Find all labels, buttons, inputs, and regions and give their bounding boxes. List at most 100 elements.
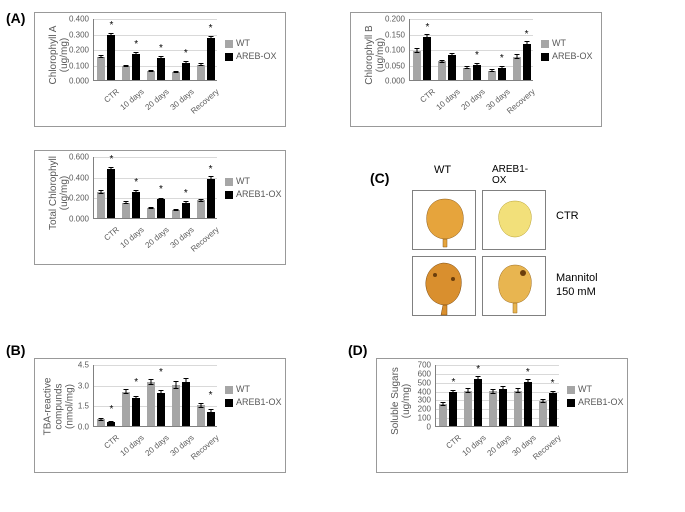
y-tick-label: 0.150 [375, 30, 405, 39]
significance-star: * [184, 48, 188, 59]
plot-area: **** [93, 365, 217, 427]
significance-star: * [425, 22, 429, 33]
y-tick-label: 0 [401, 423, 431, 432]
y-tick-label: 0.100 [59, 61, 89, 70]
bar-wt [172, 72, 180, 80]
bar-ox [157, 199, 165, 218]
y-tick-label: 0.200 [59, 194, 89, 203]
bar-wt [97, 57, 105, 80]
bar-ox [132, 192, 140, 218]
bar-ox [448, 55, 456, 80]
y-tick-label: 500 [401, 378, 431, 387]
plot-area: * * * * * [93, 157, 217, 219]
y-tick-label: 4.5 [59, 361, 89, 370]
bar-ox [182, 63, 190, 80]
grid-line [94, 386, 217, 387]
leaf-icon [413, 191, 477, 251]
col-label-ox: AREB1- OX [492, 164, 528, 186]
legend-row-wt: WT [567, 384, 624, 394]
bar-wt [438, 61, 446, 80]
grid-line [94, 365, 217, 366]
bar-wt [513, 57, 521, 80]
legend-row-wt: WT [225, 176, 282, 186]
significance-star: * [134, 377, 138, 388]
grid-line [410, 19, 533, 20]
bar-wt [172, 385, 180, 426]
bar-wt [147, 71, 155, 80]
bar-ox [107, 35, 115, 80]
significance-star: * [184, 188, 188, 199]
bar-ox [524, 382, 532, 426]
y-tick-label: 100 [401, 414, 431, 423]
bar-ox [523, 44, 531, 80]
bar-ox [498, 68, 506, 80]
bar-wt [122, 203, 130, 219]
chart-legend: WT AREB1-OX [567, 384, 624, 410]
bar-wt [122, 392, 130, 426]
bar-wt [172, 210, 180, 218]
col-label-wt: WT [434, 164, 451, 176]
significance-star: * [451, 377, 455, 388]
bar-ox [182, 382, 190, 426]
legend-row-ox: AREB1-OX [567, 397, 624, 407]
bar-wt [122, 66, 130, 80]
chart-legend: WTAREB1-OX [225, 384, 282, 410]
row-label-ctr: CTR [556, 210, 579, 222]
y-tick-label: 0.000 [375, 77, 405, 86]
legend-row-wt: WT [541, 38, 593, 48]
significance-star: * [526, 367, 530, 378]
chart-chlorophyll-a: *****Chlorophyll A (ug/mg)0.0000.1000.20… [34, 12, 286, 127]
y-tick-label: 1.5 [59, 402, 89, 411]
chart-tba: ****TBA-reactive compunds (nmol/mg)0.01.… [34, 358, 286, 473]
plot-area: **** [409, 19, 533, 81]
legend-row-ox: AREB-OX [541, 51, 593, 61]
bar-ox [207, 179, 215, 218]
significance-star: * [134, 177, 138, 188]
bar-wt [439, 404, 447, 426]
bar-wt [463, 68, 471, 80]
bar-ox [107, 169, 115, 218]
chart-legend: WTAREB-OX [225, 38, 277, 64]
significance-star: * [476, 364, 480, 375]
legend-row-ox: AREB1-OX [225, 397, 282, 407]
y-tick-label: 200 [401, 405, 431, 414]
bar-ox [132, 54, 140, 80]
y-tick-label: 700 [401, 361, 431, 370]
bar-wt [413, 51, 421, 80]
significance-star: * [159, 43, 163, 54]
panel-label-d: (D) [348, 342, 367, 358]
leaf-icon [413, 257, 477, 317]
bar-ox [157, 393, 165, 426]
bar-ox [182, 203, 190, 219]
significance-star: * [159, 367, 163, 378]
leaf-icon [483, 257, 547, 317]
y-tick-label: 0.200 [59, 46, 89, 55]
bar-ox [474, 379, 482, 426]
bar-wt [197, 405, 205, 426]
legend-row-ox: AREB1-OX [225, 189, 282, 199]
y-tick-label: 0.200 [375, 15, 405, 24]
y-tick-label: 0.100 [375, 46, 405, 55]
bar-ox [549, 393, 557, 426]
bar-wt [539, 401, 547, 426]
significance-star: * [109, 20, 113, 31]
bar-wt [514, 391, 522, 426]
chart-legend: WT AREB1-OX [225, 176, 282, 202]
y-tick-label: 0.600 [59, 153, 89, 162]
bar-ox [107, 422, 115, 426]
y-tick-label: 0.400 [59, 173, 89, 182]
legend-row-wt: WT [225, 38, 277, 48]
chart-chlorophyll-b: ****Chlorophyll B (ug/mg)0.0000.0500.100… [350, 12, 602, 127]
bar-wt [197, 200, 205, 218]
y-tick-label: 0.400 [59, 15, 89, 24]
significance-star: * [159, 184, 163, 195]
y-tick-label: 0.050 [375, 61, 405, 70]
panel-c-leaves: WT AREB1- OX CTR Mannitol 150 mM [400, 164, 660, 328]
significance-star: * [109, 154, 113, 165]
y-tick-label: 400 [401, 387, 431, 396]
bar-wt [97, 192, 105, 218]
leaf-wt-man [412, 256, 476, 316]
significance-star: * [109, 404, 113, 415]
y-tick-label: 0.000 [59, 77, 89, 86]
significance-star: * [209, 164, 213, 175]
